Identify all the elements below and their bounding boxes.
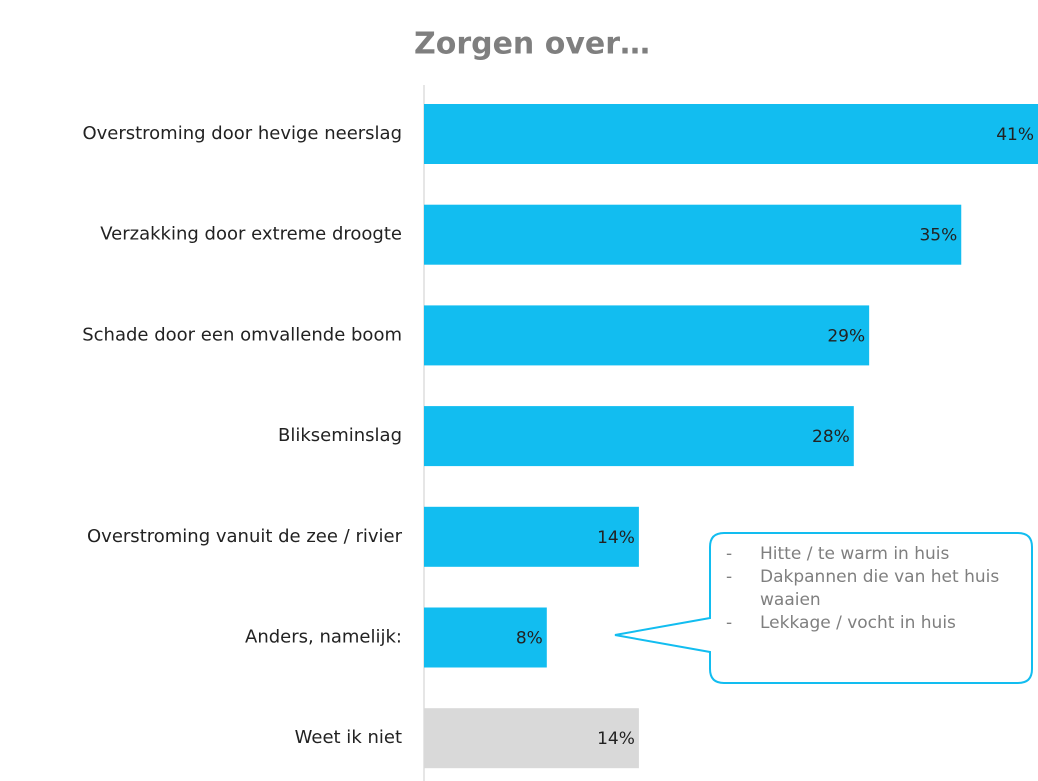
- category-label: Verzakking door extreme droogte: [100, 224, 402, 245]
- value-label: 8%: [516, 629, 543, 649]
- callout-item: Hitte / te warm in huis: [724, 543, 1014, 566]
- bar: [424, 708, 639, 769]
- category-label: Overstroming vanuit de zee / rivier: [87, 526, 403, 547]
- bar: [424, 406, 854, 467]
- category-label: Schade door een omvallende boom: [82, 324, 402, 345]
- bar: [424, 305, 870, 366]
- callout-item: Lekkage / vocht in huis: [724, 612, 1014, 635]
- callout-item: Dakpannen die van het huis waaien: [724, 566, 1014, 612]
- value-label: 35%: [919, 226, 957, 246]
- value-label: 14%: [597, 729, 635, 749]
- bar: [424, 506, 639, 567]
- category-label: Weet ik niet: [295, 727, 402, 748]
- value-label: 14%: [597, 528, 635, 548]
- category-label: Blikseminslag: [278, 425, 402, 446]
- callout-list: Hitte / te warm in huisDakpannen die van…: [724, 543, 1014, 635]
- value-label: 41%: [996, 125, 1034, 145]
- value-label: 28%: [812, 427, 850, 447]
- bar: [424, 607, 547, 668]
- bar: [424, 204, 962, 265]
- bar: [424, 104, 1038, 164]
- chart-title: Zorgen over…: [414, 27, 650, 62]
- category-label: Anders, namelijk:: [245, 627, 402, 648]
- category-label: Overstroming door hevige neerslag: [82, 123, 402, 144]
- value-label: 29%: [827, 326, 865, 346]
